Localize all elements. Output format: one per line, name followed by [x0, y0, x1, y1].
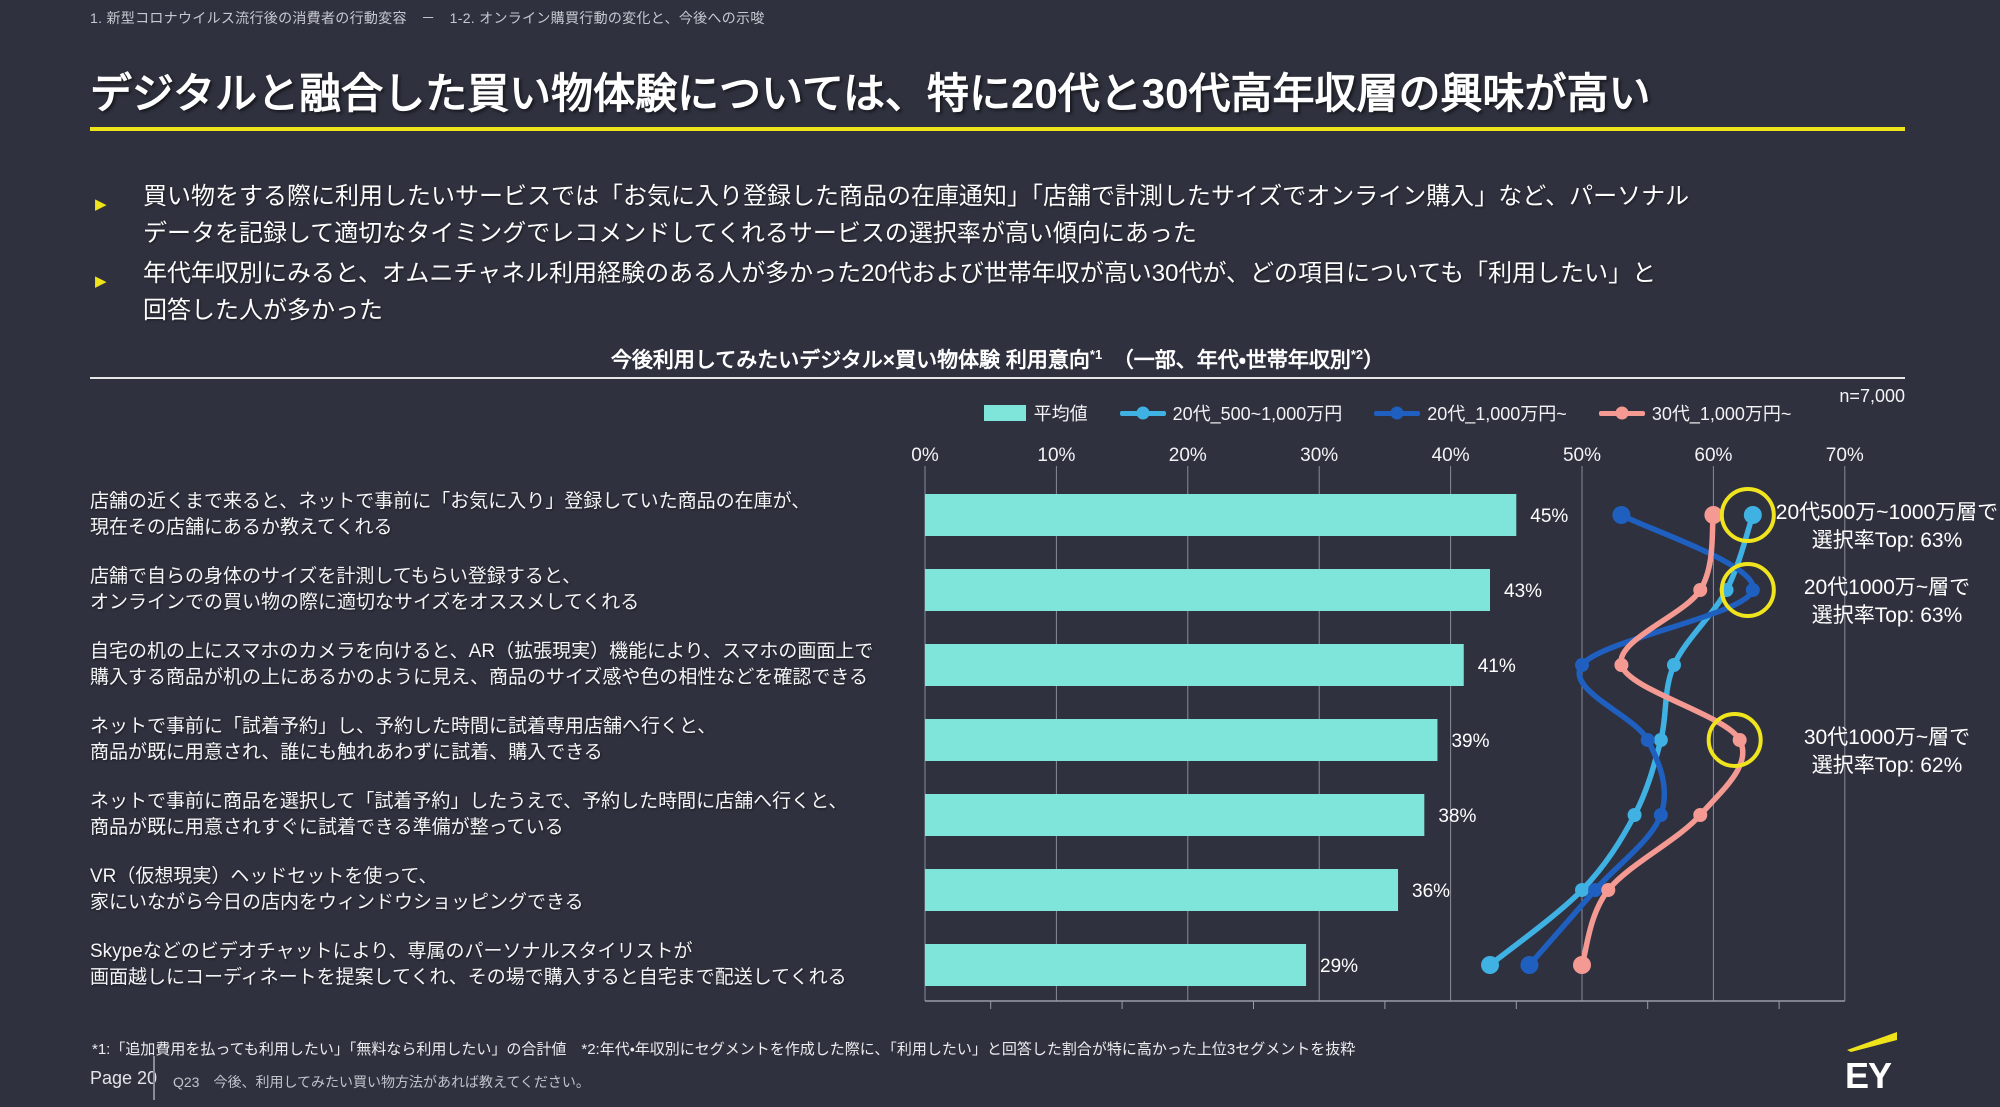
bullet-text: 年代年収別にみると、オムニチャネル利用経験のある人が多かった20代および世帯年収…: [143, 260, 1657, 324]
series-line: [1487, 512, 1756, 968]
bar-average: [925, 569, 1491, 611]
ey-logo: EY: [1845, 1026, 1905, 1096]
series-marker: [1601, 883, 1616, 897]
series-marker: [1612, 506, 1631, 524]
x-axis-tick-label: 50%: [1563, 445, 1601, 466]
bar-value-label: 38%: [1438, 806, 1476, 827]
bar-value-label: 39%: [1451, 731, 1489, 752]
legend-line-swatch: [1119, 406, 1166, 420]
chart-title-mid: （一部、年代・世帯年収別: [1102, 349, 1351, 372]
series-marker: [1693, 583, 1708, 597]
question-label: Q23 今後、利用してみたい買い物方法があれば教えてください。: [173, 1074, 590, 1090]
series-marker: [1653, 733, 1668, 747]
series-marker: [1575, 883, 1589, 897]
chart-title-end: ）: [1363, 349, 1385, 372]
annotation-label: 20代1000万~層で選択率Top: 63%: [1804, 576, 1970, 627]
bar-value-label: 45%: [1530, 506, 1568, 527]
series-marker: [1704, 506, 1723, 524]
highlight-circle: [1706, 712, 1763, 768]
category-label: ネットで事前に「試着予約」し、予約した時間に試着専用店舗へ行くと、 商品が既に用…: [90, 716, 717, 763]
chart-title-footref-2: *2: [1350, 347, 1364, 362]
legend-label: 20代_500~1,000万円: [1172, 404, 1343, 424]
series-marker: [1719, 583, 1734, 597]
page-number: Page 20: [90, 1068, 158, 1088]
category-label: 自宅の机の上にスマホのカメラを向けると、AR（拡張現実）機能により、スマホの画面…: [90, 641, 874, 688]
series-line: [1526, 512, 1756, 968]
highlight-circle: [1719, 562, 1776, 618]
series-marker: [1481, 956, 1500, 974]
bar-average: [925, 794, 1425, 836]
bullet-item: ▶ 年代年収別にみると、オムニチャネル利用経験のある人が多かった20代および世帯…: [95, 255, 1910, 329]
series-marker: [1627, 808, 1642, 822]
x-axis-tick-label: 0%: [911, 445, 939, 466]
category-label: VR（仮想現実）ヘッドセットを使って、 家にいながら今日の店内をウィンドウショッ…: [90, 866, 584, 913]
chart-legend: 平均値 20代_500~1,000万円 20代_1,000万円~ 30代_1,000万…: [925, 400, 1850, 426]
footer-divider: [153, 1056, 155, 1100]
ey-beam-icon: [1847, 1032, 1897, 1052]
chart-title-main: 今後利用してみたいデジタル×買い物体験 利用意向: [610, 349, 1090, 372]
series-line: [1579, 512, 1746, 968]
bar-average: [925, 644, 1464, 686]
title-underline: [90, 127, 1905, 131]
series-marker: [1743, 506, 1762, 524]
annotation-label: 30代1000万~層で選択率Top: 62%: [1804, 726, 1970, 777]
category-label: 店舗の近くまで来ると、ネットで事前に「お気に入り」登録していた商品の在庫が、 現…: [90, 491, 811, 538]
series-marker: [1588, 883, 1603, 897]
x-axis-tick-label: 60%: [1694, 445, 1732, 466]
bar-average: [925, 869, 1399, 911]
sample-size-label: n=7,000: [1839, 386, 1905, 406]
footnote: *1:「追加費用を払っても利用したい」「無料なら利用したい」の合計値 *2:年代…: [92, 1041, 1356, 1058]
legend-item: 平均値: [983, 400, 1088, 426]
bullet-triangle-icon: ▶: [95, 273, 107, 290]
x-axis-tick-label: 40%: [1432, 445, 1470, 466]
separator-line: [90, 377, 1905, 379]
legend-label: 30代_1,000万円~: [1651, 404, 1792, 424]
chart-title: 今後利用してみたいデジタル×買い物体験 利用意向*1 （一部、年代・世帯年収別*…: [90, 344, 1905, 374]
series-marker: [1693, 808, 1708, 822]
category-label: 店舗で自らの身体のサイズを計測してもらい登録すると、 オンラインでの買い物の際に…: [90, 566, 640, 613]
legend-item: 30代_1,000万円~: [1598, 400, 1792, 426]
series-marker: [1575, 658, 1589, 672]
series-marker: [1745, 583, 1760, 597]
series-marker: [1732, 733, 1747, 747]
legend-line-swatch: [1374, 406, 1421, 420]
page-title: デジタルと融合した買い物体験については、特に20代と30代高年収層の興味が高い: [90, 70, 1651, 117]
bar-average: [925, 719, 1438, 761]
bullet-item: ▶ 買い物をする際に利用したいサービスでは「お気に入り登録した商品の在庫通知」「…: [95, 178, 1910, 252]
x-axis-tick-label: 30%: [1300, 445, 1338, 466]
bar-value-label: 29%: [1320, 956, 1358, 977]
x-axis-tick-label: 20%: [1169, 445, 1207, 466]
bullet-triangle-icon: ▶: [95, 196, 107, 213]
legend-bar-swatch: [983, 405, 1026, 421]
bar-value-label: 36%: [1412, 881, 1450, 902]
chart-title-footref-1: *1: [1089, 347, 1103, 362]
bullet-list: ▶ 買い物をする際に利用したいサービスでは「お気に入り登録した商品の在庫通知」「…: [95, 178, 1910, 332]
x-axis-tick-label: 70%: [1826, 445, 1864, 466]
highlight-circle: [1719, 487, 1776, 543]
series-marker: [1653, 808, 1668, 822]
x-axis-tick-label: 10%: [1037, 445, 1075, 466]
bar-average: [925, 494, 1517, 536]
category-label: Skypeなどのビデオチャットにより、専属のパーソナルスタイリストが 画面越しに…: [90, 941, 847, 988]
legend-item: 20代_500~1,000万円: [1119, 400, 1343, 426]
series-marker: [1666, 658, 1681, 672]
bar-average: [925, 944, 1307, 986]
bar-value-label: 41%: [1478, 656, 1516, 677]
series-marker: [1640, 733, 1655, 747]
breadcrumb: 1. 新型コロナウイルス流行後の消費者の行動変容 － 1-2. オンライン購買行…: [90, 10, 765, 26]
bar-value-label: 43%: [1504, 581, 1542, 602]
category-label: ネットで事前に商品を選択して「試着予約」したうえで、予約した時間に店舗へ行くと、…: [90, 791, 848, 838]
legend-item: 20代_1,000万円~: [1374, 400, 1567, 426]
bullet-text: 買い物をする際に利用したいサービスでは「お気に入り登録した商品の在庫通知」「店舗…: [143, 183, 1690, 247]
annotation-label: 20代500万~1000万層で選択率Top: 63%: [1776, 501, 1998, 552]
series-marker: [1520, 956, 1539, 974]
legend-label: 平均値: [1033, 404, 1088, 424]
series-marker: [1614, 658, 1629, 672]
ey-logo-text: EY: [1845, 1055, 1892, 1096]
legend-line-swatch: [1598, 406, 1645, 420]
legend-label: 20代_1,000万円~: [1427, 404, 1567, 424]
series-marker: [1573, 956, 1591, 974]
